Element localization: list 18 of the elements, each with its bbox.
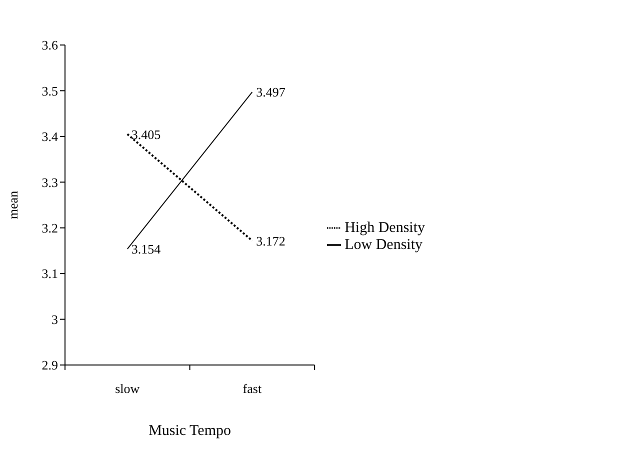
y-tick-label: 3	[52, 312, 58, 327]
legend-label: Low Density	[344, 236, 422, 252]
data-label: 3.405	[131, 126, 161, 142]
x-tick-label: fast	[242, 381, 262, 396]
y-tick-label: 3.2	[42, 220, 58, 236]
y-tick-label: 3.1	[42, 266, 58, 282]
y-axis-title: mean	[6, 190, 21, 220]
data-label: 3.154	[131, 242, 162, 256]
y-tick-label: 3.6	[42, 38, 58, 53]
x-tick-label: slow	[115, 381, 140, 396]
y-tick-label: 3.5	[42, 83, 58, 98]
y-tick-label: 2.9	[42, 358, 58, 373]
y-tick-label: 3.4	[42, 129, 58, 144]
data-label: 3.497	[256, 84, 286, 100]
data-label: 3.172	[256, 233, 286, 248]
legend-label: High Density	[344, 220, 425, 236]
x-axis-title: Music Tempo	[148, 423, 231, 439]
y-tick-label: 3.3	[42, 174, 58, 190]
